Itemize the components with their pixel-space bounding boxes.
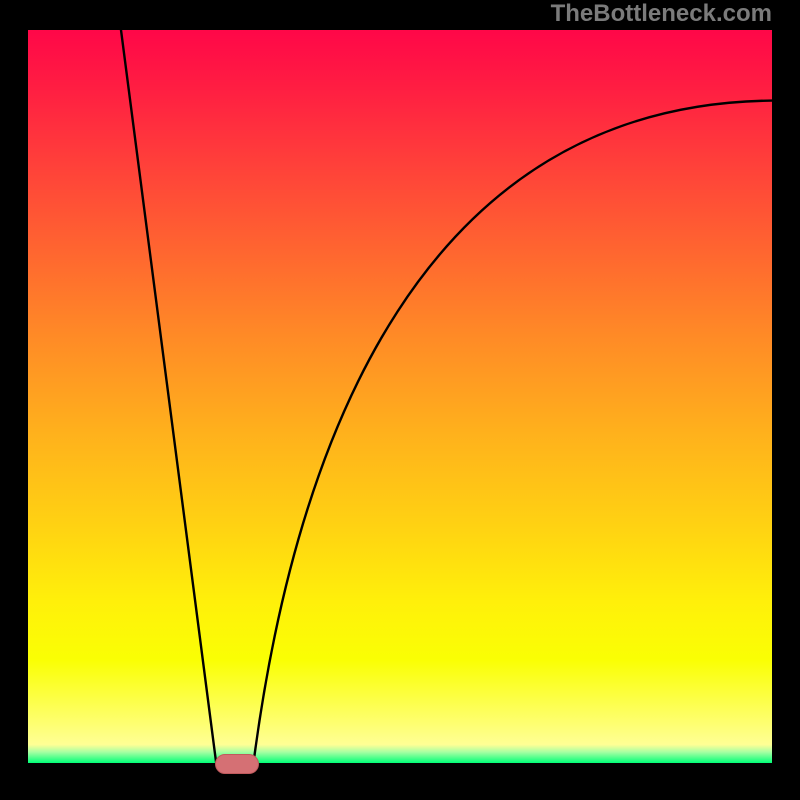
chart-frame: TheBottleneck.com [0, 0, 800, 800]
watermark-text: TheBottleneck.com [551, 0, 772, 28]
optimal-marker [215, 754, 259, 774]
curve-svg [28, 30, 772, 773]
plot-area [28, 30, 772, 773]
bottleneck-curve [121, 30, 772, 763]
